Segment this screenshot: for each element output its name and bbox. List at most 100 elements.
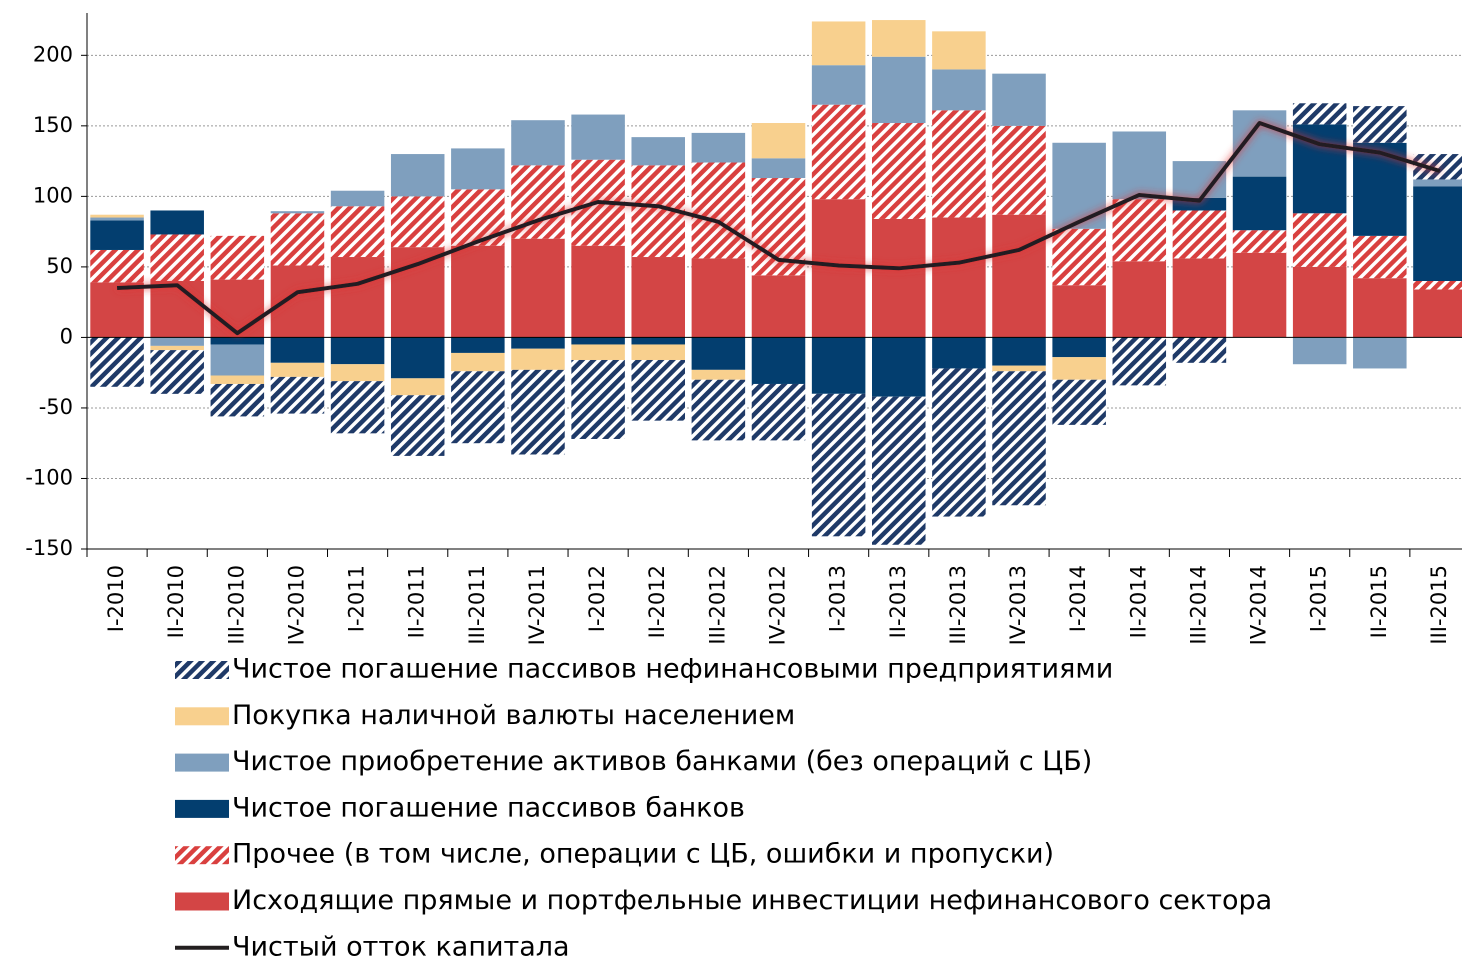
bar-segment xyxy=(811,21,866,66)
bar-segment xyxy=(451,245,505,338)
bar-segment xyxy=(90,217,144,221)
bar-segment xyxy=(511,369,565,455)
x-tick-label: III-2012 xyxy=(705,565,729,645)
bar-segment xyxy=(390,378,445,396)
bar-segment xyxy=(330,364,385,382)
bar-segment xyxy=(90,249,144,283)
bar-segment xyxy=(390,395,445,456)
legend-swatch xyxy=(175,846,229,865)
bar-segment xyxy=(390,154,445,197)
y-tick-label: -150 xyxy=(25,536,73,560)
bar-segment xyxy=(811,65,866,105)
bar-segment xyxy=(571,245,625,338)
bar-segment xyxy=(1353,106,1407,143)
bar-segment xyxy=(511,348,565,370)
bar-segment xyxy=(1292,213,1347,267)
bar-segment xyxy=(90,282,144,338)
bar-segment xyxy=(1413,179,1462,187)
bar-segment xyxy=(330,257,385,338)
bar-segment xyxy=(511,238,565,338)
bar-segment xyxy=(1413,289,1462,338)
x-tick-label: III-2011 xyxy=(465,565,489,645)
bar-segment xyxy=(330,206,385,258)
bar-segment xyxy=(751,123,806,159)
bar-segment xyxy=(872,20,926,57)
bar-segment xyxy=(210,337,265,345)
legend-label: Покупка наличной валюты населением xyxy=(232,700,795,731)
legend-swatch xyxy=(175,892,229,911)
x-tick-label: III-2010 xyxy=(224,565,248,645)
bar-segment xyxy=(390,196,445,248)
x-tick-label: IV-2010 xyxy=(284,565,308,645)
bar-segment xyxy=(1353,278,1407,338)
bar-segment xyxy=(631,337,685,345)
bar-segment xyxy=(270,265,325,338)
bar-segment xyxy=(150,337,204,346)
bar-segment xyxy=(631,344,685,360)
line-series xyxy=(116,121,1441,336)
bar-segment xyxy=(691,369,746,380)
x-tick-label: IV-2012 xyxy=(766,565,790,645)
bar-segment xyxy=(1052,285,1106,338)
bar-segment xyxy=(571,337,625,345)
x-tick-label: I-2012 xyxy=(585,565,609,632)
x-tick-label: III-2015 xyxy=(1427,565,1451,645)
x-tick-label: III-2014 xyxy=(1186,565,1210,645)
bar-segment xyxy=(992,125,1046,215)
bar-segment xyxy=(872,123,926,219)
bar-segment xyxy=(691,132,746,163)
bar-segment xyxy=(1052,228,1106,286)
x-tick-label: I-2015 xyxy=(1307,565,1331,632)
bar-segment xyxy=(751,158,806,179)
x-tick-label: II-2011 xyxy=(405,565,429,638)
bar-segment xyxy=(631,257,685,338)
y-tick-label: 150 xyxy=(33,113,73,137)
bar-segment xyxy=(1232,176,1287,231)
bar-segment xyxy=(390,247,445,338)
bar-segment xyxy=(571,114,625,160)
bar-segment xyxy=(90,214,144,218)
bar-segment xyxy=(932,368,986,517)
bar-segment xyxy=(631,137,685,166)
bar-segment xyxy=(270,213,325,266)
bar-segment xyxy=(691,258,746,338)
bar-segment xyxy=(872,56,926,124)
bar-segment xyxy=(330,381,385,434)
bar-segment xyxy=(1292,103,1347,125)
bar-segment xyxy=(1232,252,1287,338)
bar-segment xyxy=(1292,266,1347,338)
bar-segment xyxy=(451,352,505,372)
y-tick-label: 200 xyxy=(33,42,73,66)
x-tick-label: I-2010 xyxy=(104,565,128,632)
bar-segment xyxy=(1052,379,1106,425)
bar-segment xyxy=(932,217,986,338)
bar-segment xyxy=(811,393,866,537)
bar-segment xyxy=(1112,337,1167,386)
y-tick-label: 100 xyxy=(33,183,73,207)
bar-segment xyxy=(691,337,746,370)
bar-segment xyxy=(751,337,806,384)
bar-segment xyxy=(511,120,565,166)
x-tick-label: I-2014 xyxy=(1066,565,1090,632)
bar-segment xyxy=(511,337,565,349)
x-tick-label: II-2010 xyxy=(164,565,188,638)
bar-segment xyxy=(150,281,204,338)
x-tick-label: IV-2013 xyxy=(1006,565,1030,645)
bar-segment xyxy=(330,190,385,207)
bar-segment xyxy=(1413,186,1462,281)
bar-segment xyxy=(270,362,325,377)
bar-segment xyxy=(270,337,325,363)
legend-swatch xyxy=(175,753,229,772)
bar-segment xyxy=(992,371,1046,506)
bar-segment xyxy=(210,235,265,280)
x-tick-label: I-2013 xyxy=(826,565,850,632)
legend-label: Исходящие прямые и портфельные инвестици… xyxy=(232,885,1272,916)
bar-segment xyxy=(1172,337,1227,363)
bar-segment xyxy=(992,365,1046,372)
bar-segment xyxy=(210,344,265,376)
bar-segment xyxy=(691,162,746,259)
y-tick-label: -100 xyxy=(25,465,73,489)
bar-segment xyxy=(1232,230,1287,253)
bar-segment xyxy=(932,31,986,70)
